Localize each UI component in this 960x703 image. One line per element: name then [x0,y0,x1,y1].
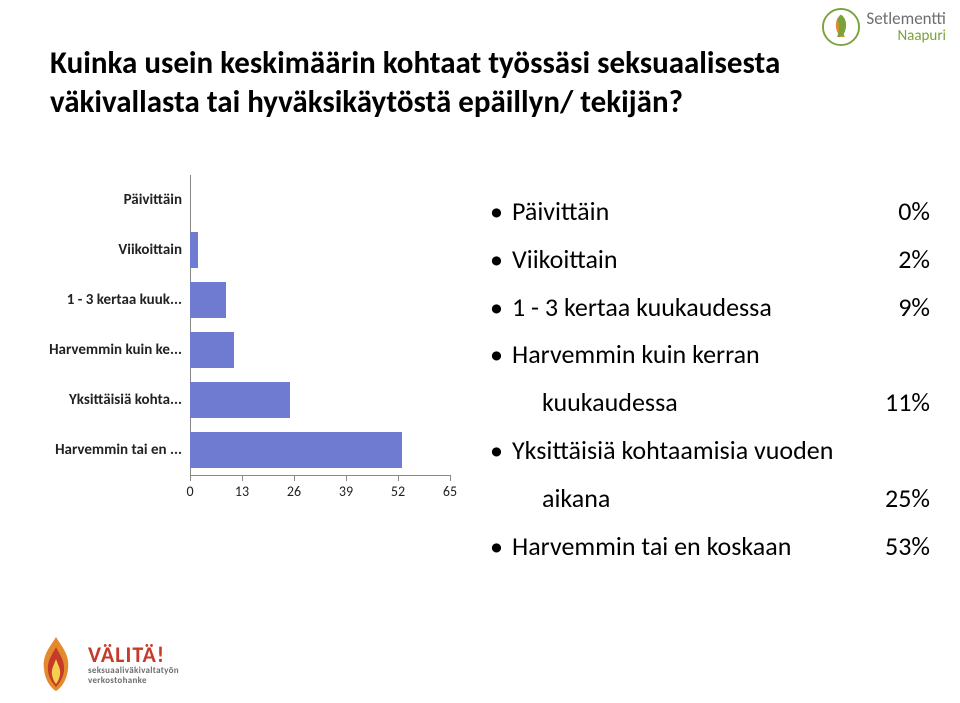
x-tick [346,475,347,481]
page-title: Kuinka usein keskimäärin kohtaat työssäs… [50,44,810,122]
hands-icon [822,8,860,46]
list-item: •Harvemmin kuin kerran [490,338,930,372]
bar [190,432,402,468]
list-label: kuukaudessa [512,386,867,420]
logo-valita-line1: VÄLITÄ! [88,643,179,666]
list-label: aikana [512,482,867,516]
category-label: Harvemmin kuin ke... [36,341,186,359]
x-tick [242,475,243,481]
flame-icon [30,633,82,695]
x-tick-label: 39 [339,483,353,500]
x-axis [190,475,450,476]
list-label: Päivittäin [512,195,880,229]
logo-valita: VÄLITÄ! seksuaaliväkivaltatyön verkostoh… [30,633,179,695]
category-label: Päivittäin [36,191,186,209]
x-tick [450,475,451,481]
list-item: •1 - 3 kertaa kuukaudessa9% [490,291,930,325]
list-item-continuation: kuukaudessa11% [490,386,930,420]
list-percentage: 25% [867,482,930,516]
bullet-icon: • [490,530,512,564]
list-item-continuation: aikana25% [490,482,930,516]
bar [190,232,198,268]
x-tick-label: 13 [235,483,249,500]
x-tick-label: 26 [287,483,301,500]
list-label: 1 - 3 kertaa kuukaudessa [512,291,880,325]
category-label: Viikoittain [36,241,186,259]
x-tick-label: 0 [186,483,193,500]
logo-valita-line2b: verkostohanke [88,676,179,685]
logo-setlementti: Setlementti Naapuri [822,8,946,46]
bullet-icon: • [490,338,512,372]
list-percentage: 9% [880,291,930,325]
list-item: •Viikoittain2% [490,243,930,277]
list-percentage: 0% [880,195,930,229]
logo-text-line2: Naapuri [898,29,947,44]
list-label: Yksittäisiä kohtaamisia vuoden [512,434,930,468]
bullet-icon: • [490,195,512,229]
x-tick [294,475,295,481]
bullet-icon: • [490,291,512,325]
list-percentage: 53% [867,530,930,564]
list-item: •Päivittäin0% [490,195,930,229]
bar [190,382,290,418]
category-label: Yksittäisiä kohta... [36,391,186,409]
list-item: •Harvemmin tai en koskaan53% [490,530,930,564]
frequency-bar-chart: Päivittäin Viikoittain 1 - 3 kertaa kuuk..… [36,175,466,535]
category-label: Harvemmin tai en ... [36,441,186,459]
percentages-list: •Päivittäin0%•Viikoittain2%•1 - 3 kertaa… [490,195,930,577]
bar [190,332,234,368]
plot-area [190,175,450,475]
list-label: Harvemmin kuin kerran [512,338,930,372]
x-tick [398,475,399,481]
category-label: 1 - 3 kertaa kuuk... [36,291,186,309]
list-item: •Yksittäisiä kohtaamisia vuoden [490,434,930,468]
x-tick [190,475,191,481]
list-percentage: 11% [867,386,930,420]
x-tick-label: 65 [443,483,457,500]
bar [190,282,226,318]
list-label: Viikoittain [512,243,880,277]
slide: Setlementti Naapuri Kuinka usein keskimä… [0,0,960,703]
list-percentage: 2% [880,243,930,277]
x-tick-label: 52 [391,483,405,500]
logo-text-line1: Setlementti [866,10,946,27]
bullet-icon: • [490,243,512,277]
list-label: Harvemmin tai en koskaan [512,530,867,564]
bullet-icon: • [490,434,512,468]
